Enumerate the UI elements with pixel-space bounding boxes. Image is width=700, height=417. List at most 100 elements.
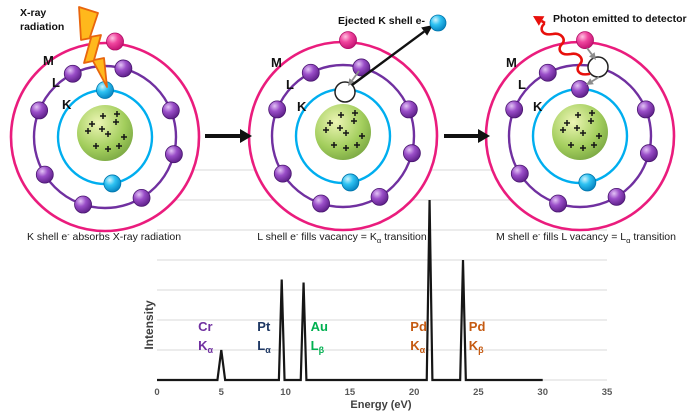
peak-label-line-sub: β — [478, 345, 484, 355]
peak-label-line-sub: α — [420, 345, 426, 355]
purple-electron — [268, 100, 287, 119]
l-to-k-transition-arrow-shaft — [351, 70, 360, 81]
x-axis-title: Energy (eV) — [350, 399, 412, 411]
caption-text: L shell e — [257, 231, 296, 243]
caption-superscript: - — [67, 232, 70, 239]
panel2-caption: L shell e- fills vacancy = Kα transition — [227, 231, 457, 245]
atom2-m-shell-label: M — [271, 55, 282, 70]
purple-electron — [636, 100, 655, 119]
x-tick-label: 5 — [219, 387, 225, 398]
caption-text: fills L vacancy = L — [540, 231, 627, 243]
nucleus — [77, 105, 133, 161]
x-tick-label: 30 — [537, 387, 548, 398]
purple-electron — [549, 194, 567, 213]
peak-label-element: Pd — [410, 319, 427, 334]
x-tick-label: 0 — [154, 387, 159, 398]
pink-electron — [339, 31, 357, 50]
panel1-caption: K shell e- absorbs X-ray radiation — [0, 231, 219, 245]
purple-electron — [399, 100, 418, 119]
x-tick-label: 20 — [409, 387, 420, 398]
peak-label-element: Pt — [257, 319, 271, 334]
purple-electron — [312, 194, 330, 213]
caption-superscript: - — [538, 232, 541, 239]
pink-electron — [106, 32, 124, 51]
xray-radiation-label: X-ray radiation — [20, 7, 64, 34]
peak-label-line-sub: α — [208, 345, 214, 355]
purple-electron — [510, 164, 529, 183]
peak-label-line: Kβ — [469, 338, 484, 355]
photon-to-detector-label: Photon emitted to detector — [553, 13, 687, 25]
purple-electron — [63, 64, 82, 83]
photon-arrow-shaft — [540, 19, 546, 25]
cyan-electron — [341, 173, 360, 192]
atom1-k-shell-label: K — [62, 97, 72, 112]
purple-electron — [74, 195, 92, 214]
caption-subscript: α — [626, 236, 631, 245]
atom1-l-shell-label: L — [52, 75, 60, 90]
x-tick-label: 10 — [280, 387, 291, 398]
peak-label-line-sub: β — [319, 345, 325, 355]
spectrum-chart: 0 5 10 15 20 25 30 35 Cr Kα Pt Lα Au Lβ Pd Kα Pd Kβ — [154, 169, 613, 398]
caption-text: M shell e — [496, 231, 539, 243]
l-to-k-fill-arrow-head — [586, 78, 594, 85]
pink-electron — [576, 31, 594, 50]
atom-panel-2 — [247, 14, 447, 232]
xray-radiation-label-line2: radiation — [20, 20, 65, 33]
ejection-arrow-shaft — [351, 30, 425, 86]
cyan-electron — [103, 174, 122, 193]
atom2-l-shell-label: L — [286, 77, 294, 92]
x-tick-label: 25 — [473, 387, 484, 398]
l-to-k-transition-arrow-head — [348, 78, 355, 86]
caption-superscript: - — [296, 232, 299, 239]
atom-panel-1 — [9, 6, 201, 233]
l-shell-ring — [270, 63, 416, 209]
cyan-electron — [578, 173, 597, 192]
caption-text: transition — [381, 231, 427, 243]
purple-electron — [132, 188, 151, 207]
caption-text: absorbs X-ray radiation — [69, 231, 182, 243]
peak-label-line: Kα — [410, 338, 425, 355]
purple-electron — [161, 101, 180, 120]
peak-label-element: Pd — [469, 319, 486, 334]
purple-electron — [352, 58, 371, 77]
purple-electron — [164, 145, 183, 164]
purple-electron — [301, 63, 320, 82]
nucleus — [552, 104, 608, 160]
vacancy-circle — [587, 56, 609, 78]
purple-electron — [30, 101, 49, 120]
peak-label-line-sub: α — [265, 345, 271, 355]
purple-electron — [370, 187, 389, 206]
atom3-m-shell-label: M — [506, 55, 517, 70]
nucleus — [315, 104, 371, 160]
l-to-k-fill-arrow-shaft — [591, 76, 600, 83]
m-to-l-transition-arrow-shaft — [586, 47, 593, 55]
xray-lightning-bolt — [78, 6, 108, 88]
peak-label-line: Lα — [257, 338, 271, 355]
m-to-l-transition-arrow-head — [589, 52, 596, 60]
vacancy-circle — [334, 81, 356, 103]
x-tick-label: 35 — [602, 387, 613, 398]
peak-label-line: Lβ — [311, 338, 325, 355]
peak-label-line: Kα — [198, 338, 213, 355]
atom-panel-3 — [484, 16, 676, 232]
proton-plus-signs — [85, 111, 127, 152]
purple-electron — [35, 165, 54, 184]
peak-label-element: Cr — [198, 319, 212, 334]
step-arrow-2-head — [478, 129, 490, 143]
purple-electron — [505, 100, 524, 119]
panel3-caption: M shell e- fills L vacancy = Lα transiti… — [471, 231, 700, 245]
ejection-arrow-head — [421, 25, 433, 36]
spectrum-line — [157, 199, 543, 382]
caption-subscript: α — [376, 236, 382, 245]
caption-text: fills vacancy = K — [298, 231, 377, 243]
proton-plus-signs — [560, 110, 602, 151]
purple-electron — [571, 80, 589, 98]
photon-arrow-head — [533, 16, 545, 26]
purple-electron — [114, 59, 133, 78]
y-axis-title: Intensity — [142, 300, 156, 350]
x-tick-label: 15 — [345, 387, 356, 398]
ejected-electron-label: Ejected K shell e- — [338, 15, 425, 27]
caption-text: transition — [630, 231, 676, 243]
